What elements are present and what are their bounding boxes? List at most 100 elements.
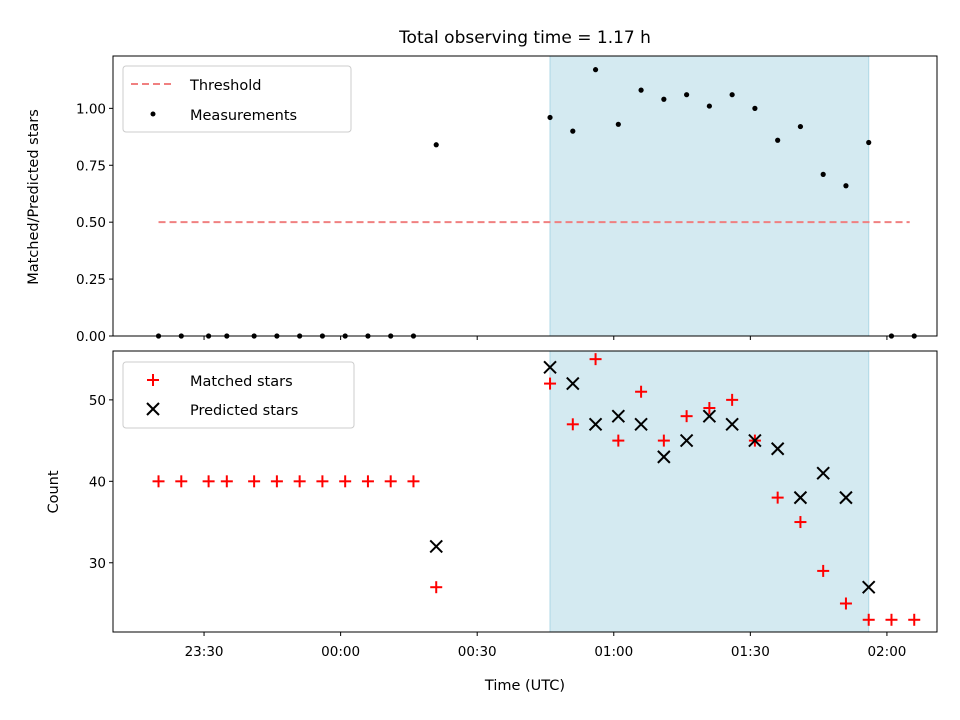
x-axis-label: Time (UTC) <box>484 678 565 694</box>
predicted-star-point <box>816 466 830 480</box>
matched-star-point <box>612 434 625 447</box>
matched-star-point <box>680 410 693 423</box>
measurement-point <box>684 92 690 98</box>
matched-star-point <box>316 475 329 488</box>
predicted-star-stroke <box>611 409 626 423</box>
bottom-y-ticks: 30 40 50 <box>89 393 113 572</box>
top-y-axis-label: Matched/Predicted stars <box>26 109 42 285</box>
predicted-star-stroke <box>543 360 557 374</box>
predicted-star-point <box>862 580 876 594</box>
matched-star-point <box>202 475 215 488</box>
predicted-star-stroke <box>748 433 762 448</box>
matched-star-point <box>703 402 716 415</box>
x-tick-label: 02:00 <box>867 644 906 660</box>
matched-star-point <box>771 491 784 504</box>
legend-threshold-label: Threshold <box>189 78 261 94</box>
predicted-star-stroke <box>839 490 853 505</box>
matched-star-point <box>407 475 420 488</box>
measurement-point <box>729 92 735 98</box>
chart-title: Total observing time = 1.17 h <box>398 28 651 48</box>
predicted-star-point <box>657 450 671 464</box>
matched-star-point <box>270 475 283 488</box>
matched-star-point <box>657 434 670 447</box>
y-tick-label: 0.00 <box>76 329 106 345</box>
matched-star-point <box>152 475 165 488</box>
top-axes: 0.00 0.25 0.50 0.75 1.00 Matched/Predicted s… <box>26 55 938 345</box>
legend-measurements-label: Measurements <box>190 108 297 124</box>
legend-matched-label: Matched stars <box>190 374 293 390</box>
matched-star-point <box>175 475 188 488</box>
y-tick-label: 40 <box>89 474 106 490</box>
measurement-point <box>866 139 872 146</box>
matched-star-point <box>220 475 233 488</box>
predicted-star-point <box>429 539 443 554</box>
x-tick-label: 23:30 <box>185 644 224 660</box>
matched-star-point <box>248 475 261 488</box>
predicted-star-point <box>770 442 785 456</box>
bottom-axes: 30 40 50 23:30 00:00 00:30 01:00 01:30 02:00 Co… <box>46 350 938 694</box>
legend-predicted-swatch <box>146 402 160 416</box>
top-x-ticks <box>203 336 888 340</box>
measurement-point <box>433 142 439 148</box>
legend-matched-swatch <box>147 374 159 386</box>
bottom-y-axis-label: Count <box>46 470 62 513</box>
predicted-star-point <box>702 409 717 423</box>
top-legend-box <box>122 65 352 133</box>
predicted-star-stroke <box>566 376 580 391</box>
matched-star-point <box>293 475 306 488</box>
predicted-star-stroke <box>862 580 876 594</box>
matched-star-point <box>885 613 898 626</box>
predicted-star-stroke <box>793 490 808 505</box>
predicted-star-stroke <box>770 442 785 456</box>
matched-star-point <box>339 475 352 488</box>
measurement-point <box>820 171 826 177</box>
y-tick-label: 50 <box>89 393 106 409</box>
bottom-legend: Matched stars Predicted stars <box>122 361 355 429</box>
matched-star-point <box>794 516 807 529</box>
matched-star-point <box>361 475 374 488</box>
predicted-star-stroke <box>429 539 443 554</box>
y-tick-label: 0.75 <box>76 158 106 174</box>
measurement-point <box>797 123 804 130</box>
measurement-point <box>638 87 644 93</box>
predicted-star-stroke <box>634 417 648 432</box>
predicted-star-point <box>543 360 557 374</box>
bottom-legend-box <box>122 361 355 429</box>
predicted-star-stroke <box>657 450 671 464</box>
predicted-star-stroke <box>588 417 603 432</box>
predicted-star-stroke <box>816 466 830 480</box>
bottom-plot-marks <box>152 353 921 626</box>
measurement-point <box>775 137 781 143</box>
predicted-star-point <box>588 417 603 432</box>
matched-star-point <box>384 475 397 488</box>
bottom-axes-frame <box>112 350 938 633</box>
y-tick-label: 1.00 <box>76 101 106 117</box>
predicted-star-point <box>566 376 580 391</box>
predicted-star-point <box>839 490 853 505</box>
y-tick-label: 0.50 <box>76 215 106 231</box>
predicted-star-stroke <box>702 409 717 423</box>
predicted-star-point <box>634 417 648 432</box>
x-tick-label: 01:30 <box>731 644 770 660</box>
measurement-point <box>615 121 621 127</box>
measurement-point <box>592 67 599 73</box>
matched-star-point <box>726 393 739 406</box>
x-tick-label: 00:30 <box>458 644 497 660</box>
predicted-star-point <box>611 409 626 423</box>
matched-star-point <box>635 385 648 398</box>
top-legend: Threshold Measurements <box>122 65 352 133</box>
matched-star-point <box>589 353 602 366</box>
bottom-x-ticks: 23:30 00:00 00:30 01:00 01:30 02:00 <box>185 632 906 660</box>
y-tick-label: 0.25 <box>76 272 106 288</box>
matched-star-point <box>862 613 875 626</box>
observing-window-span <box>549 350 870 633</box>
measurement-point <box>661 96 667 102</box>
x-tick-label: 01:00 <box>594 644 633 660</box>
measurement-point <box>547 114 553 121</box>
matched-star-point <box>430 581 443 594</box>
predicted-star-point <box>679 433 694 448</box>
matched-star-point <box>908 613 921 626</box>
legend-measurements-swatch <box>150 111 156 117</box>
x-tick-label: 00:00 <box>321 644 360 660</box>
